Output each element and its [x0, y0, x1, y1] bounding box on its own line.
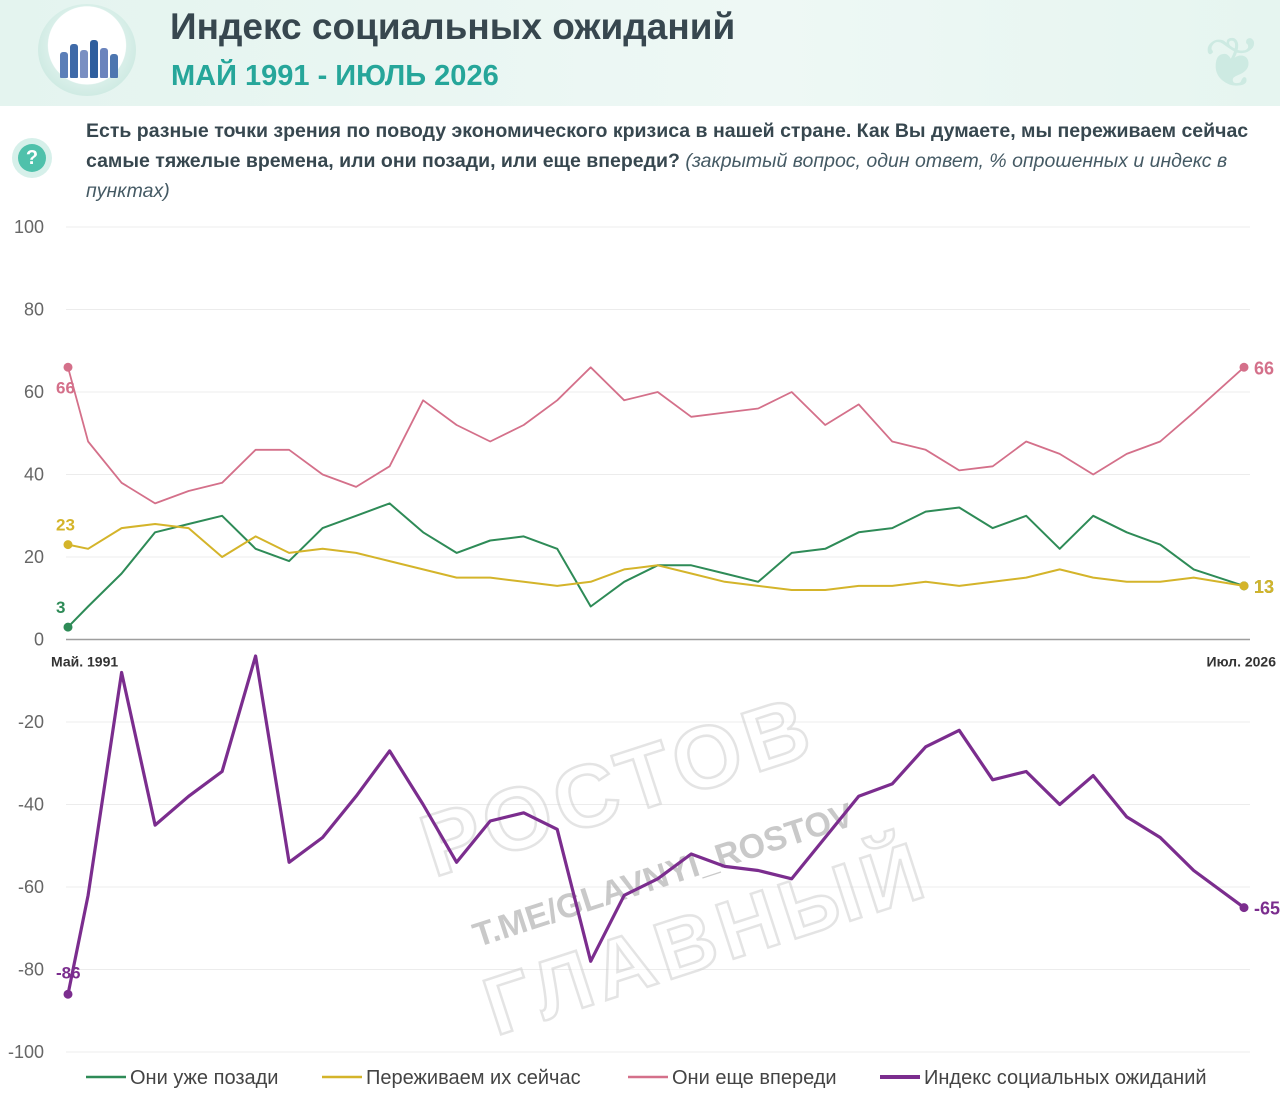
series-line-ahead [67, 366, 1245, 505]
data-point-now [63, 540, 73, 550]
end-value-label-index: -65 [1254, 899, 1280, 919]
legend-label-ahead: Они еще впереди [672, 1067, 837, 1089]
question-note: (закрытый вопрос, один ответ, % опрошенн… [86, 150, 1228, 202]
y-tick-label: -40 [18, 795, 44, 815]
start-value-label-index: -86 [56, 963, 81, 982]
series-line-index [66, 654, 1245, 995]
y-tick-label: -100 [8, 1042, 44, 1062]
survey-logo-icon [38, 4, 136, 96]
y-tick-label: -80 [18, 960, 44, 980]
x-end-label: Июл. 2026 [1207, 654, 1277, 670]
y-tick-label: -60 [18, 877, 44, 897]
y-tick-label: 0 [34, 630, 44, 650]
x-start-label: Май. 1991 [51, 654, 118, 670]
end-value-label-now: 13 [1254, 577, 1274, 597]
legend-label-behind: Они уже позади [130, 1067, 278, 1089]
data-point-behind [63, 622, 73, 632]
series-line-behind [67, 502, 1245, 628]
header-banner: Индекс социальных ожиданий МАЙ 1991 - ИЮ… [0, 0, 1280, 106]
question-icon: ? [12, 138, 52, 178]
y-tick-label: 80 [24, 300, 44, 320]
y-tick-label: 40 [24, 465, 44, 485]
line-chart: 100 80 60 40 20 0 -20 -40 -60 -80 -100 Май. 1991 Июл… [8, 217, 1280, 1089]
data-point-now [1239, 581, 1249, 591]
data-point-ahead [1239, 362, 1249, 372]
page-title: Индекс социальных ожиданий [170, 6, 736, 47]
series-line-now [67, 523, 1245, 591]
leaf-decoration-icon: ❦ [1203, 24, 1262, 102]
legend-label-now: Переживаем их сейчас [366, 1067, 581, 1089]
end-value-label-ahead: 66 [1254, 358, 1274, 378]
start-value-label-ahead: 66 [56, 378, 75, 397]
start-value-label-behind: 3 [56, 598, 65, 617]
data-point-ahead [63, 362, 73, 372]
end-value-label-behind: 13 [1254, 577, 1274, 597]
data-point-index [1239, 903, 1249, 913]
y-tick-label: 20 [24, 547, 44, 567]
page-subtitle: МАЙ 1991 - ИЮЛЬ 2026 [171, 60, 499, 92]
y-tick-label: 100 [14, 217, 44, 237]
data-point-index [63, 989, 73, 999]
start-value-label-now: 23 [56, 516, 75, 535]
question-text: Есть разные точки зрения по поводу эконо… [86, 120, 1249, 172]
survey-question: Есть разные точки зрения по поводу эконо… [86, 116, 1271, 206]
y-tick-label: 60 [24, 382, 44, 402]
legend-label-index: Индекс социальных ожиданий [924, 1067, 1207, 1089]
y-tick-label: -20 [18, 712, 44, 732]
